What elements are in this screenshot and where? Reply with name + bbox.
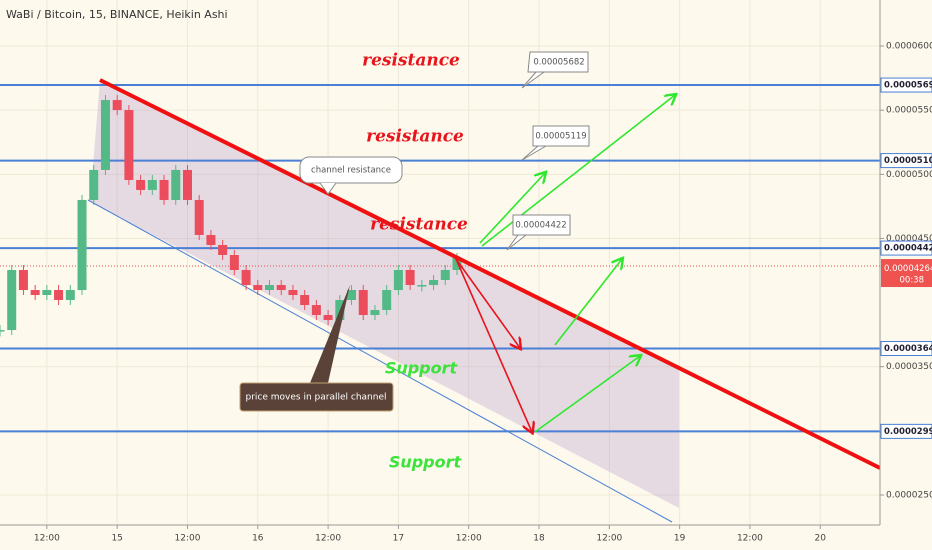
candle (218, 244, 228, 255)
level-label-box (880, 423, 932, 439)
level-label-box (880, 77, 932, 93)
candle (124, 110, 134, 180)
candle (300, 295, 310, 306)
x-tick-label: 12:00 (737, 534, 763, 544)
candle (77, 199, 87, 291)
callout-shapes (239, 51, 590, 412)
callout-label: 0.00004422 (515, 221, 566, 231)
candle (0, 330, 5, 332)
candle (147, 179, 157, 190)
candle (253, 285, 263, 291)
callout-label: 0.00005119 (535, 132, 586, 142)
chart-title: WaBi / Bitcoin, 15, BINANCE, Heikin Ashi (6, 8, 228, 21)
candle (112, 100, 122, 111)
candle (405, 270, 415, 286)
annotation: Support (385, 359, 459, 378)
y-tick-label: 0.00002500 (886, 490, 932, 500)
candle (276, 285, 286, 291)
candle (265, 285, 275, 291)
callout-label: 0.00005682 (533, 58, 584, 68)
level-label: 0.00005107 (884, 156, 932, 166)
price-box (881, 261, 932, 276)
candle (194, 199, 204, 235)
candle (159, 179, 169, 200)
candle (206, 234, 216, 245)
candle (393, 270, 403, 291)
candle (429, 280, 439, 286)
candle (30, 290, 40, 296)
level-label: 0.00004425 (884, 244, 932, 254)
x-tick-label: 12:00 (596, 534, 622, 544)
candle (89, 169, 99, 200)
candle (452, 257, 462, 271)
candle (18, 270, 28, 291)
candle (171, 169, 181, 200)
level-label-box (880, 153, 932, 169)
candle (241, 270, 251, 286)
candle (358, 290, 368, 316)
candle (323, 315, 333, 321)
candle (347, 290, 357, 301)
candle (65, 290, 75, 301)
candle (100, 100, 110, 170)
price-label: 0.00004264 (884, 264, 932, 274)
annotation: resistance (366, 127, 464, 147)
annotation: resistance (362, 51, 460, 71)
level-label: 0.00002996 (884, 427, 932, 437)
callout-label: price moves in parallel channel (246, 393, 387, 403)
x-tick-label: 12:00 (34, 534, 60, 544)
candle (229, 254, 239, 271)
candle (382, 290, 392, 311)
x-tick-label: 12:00 (315, 534, 341, 544)
candle (182, 169, 192, 200)
x-tick-label: 19 (674, 534, 686, 544)
annotation: resistance (370, 215, 468, 235)
candle (288, 290, 298, 296)
countdown-box (881, 273, 932, 288)
candle (417, 285, 427, 287)
candle (7, 270, 17, 331)
x-tick-label: 12:00 (175, 534, 201, 544)
channel-resistance (99, 78, 881, 470)
x-tick-label: 16 (252, 534, 264, 544)
countdown-label: 00:38 (900, 276, 925, 286)
x-tick-label: 12:00 (456, 534, 482, 544)
x-tick-label: 17 (393, 534, 404, 544)
annotation: Support (389, 453, 463, 472)
level-label-box (880, 240, 932, 256)
candle (136, 179, 146, 190)
candle (440, 270, 450, 281)
x-tick-label: 20 (815, 534, 827, 544)
callout-label: channel resistance (311, 166, 391, 176)
level-label-box (880, 341, 932, 357)
candle (54, 290, 64, 301)
candle (370, 310, 380, 316)
x-tick-label: 18 (533, 534, 545, 544)
candle (311, 305, 321, 316)
level-label: 0.00003642 (884, 344, 932, 354)
candle (42, 290, 52, 296)
x-tick-label: 15 (111, 534, 122, 544)
channel-support (87, 199, 673, 523)
level-label: 0.00005696 (884, 81, 932, 91)
